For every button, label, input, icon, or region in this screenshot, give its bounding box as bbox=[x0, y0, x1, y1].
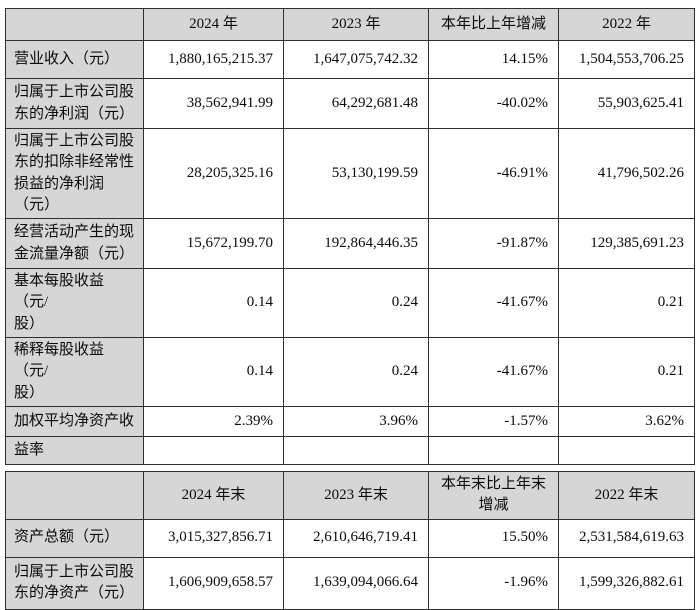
value-yoy bbox=[428, 435, 559, 465]
metric-label: 益率 bbox=[5, 435, 144, 465]
value-yoy: -1.57% bbox=[428, 405, 559, 437]
metric-label: 资产总额（元） bbox=[5, 518, 144, 558]
value-2024 bbox=[143, 435, 284, 465]
value-2024: 0.14 bbox=[143, 268, 284, 339]
header-cell-2022: 2022 年 bbox=[558, 8, 695, 41]
value-2023: 64,292,681.48 bbox=[283, 78, 429, 129]
value-2022-end: 1,599,326,882.61 bbox=[558, 556, 695, 610]
value-2023: 53,130,199.59 bbox=[283, 127, 429, 220]
header-cell-yoy-change: 本年比上年增减 bbox=[428, 8, 559, 41]
metric-label: 归属于上市公司股 东的净利润（元） bbox=[5, 78, 144, 129]
value-2022: 41,796,502.26 bbox=[558, 127, 695, 220]
value-2023: 192,864,446.35 bbox=[283, 218, 429, 270]
value-2022: 3.62% bbox=[558, 405, 695, 437]
value-2023: 0.24 bbox=[283, 268, 429, 339]
table-row-diluted-eps: 稀释每股收益（元/ 股） 0.14 0.24 -41.67% 0.21 bbox=[5, 337, 695, 407]
value-2022-end: 2,531,584,619.63 bbox=[558, 518, 695, 558]
header-cell-2024-end: 2024 年末 bbox=[143, 470, 284, 520]
table-row-net-assets: 归属于上市公司股 东的净资产（元） 1,606,909,658.57 1,639… bbox=[5, 556, 695, 610]
table-row-weighted-avg-roe: 加权平均净资产收 2.39% 3.96% -1.57% 3.62% bbox=[5, 405, 695, 437]
value-2024-end: 3,015,327,856.71 bbox=[143, 518, 284, 558]
table-row-basic-eps: 基本每股收益（元/ 股） 0.14 0.24 -41.67% 0.21 bbox=[5, 268, 695, 339]
header-cell-blank bbox=[5, 8, 144, 41]
value-2022: 1,504,553,706.25 bbox=[558, 40, 695, 79]
header-cell-2023: 2023 年 bbox=[283, 8, 429, 41]
financial-summary-annual-table: 2024 年 2023 年 本年比上年增减 2022 年 营业收入（元） 1,8… bbox=[5, 8, 695, 465]
financial-summary-yearend-table: 2024 年末 2023 年末 本年末比上年末 增减 2022 年末 资产总额（… bbox=[5, 470, 695, 610]
value-2023 bbox=[283, 435, 429, 465]
metric-label: 归属于上市公司股 东的扣除非经常性 损益的净利润（元） bbox=[5, 127, 144, 220]
header-cell-yearend-change: 本年末比上年末 增减 bbox=[428, 470, 559, 520]
value-2022: 55,903,625.41 bbox=[558, 78, 695, 129]
value-2024: 1,880,165,215.37 bbox=[143, 40, 284, 79]
value-2024: 2.39% bbox=[143, 405, 284, 437]
table-row-net-profit-excl-nonrecurring: 归属于上市公司股 东的扣除非经常性 损益的净利润（元） 28,205,325.1… bbox=[5, 127, 695, 220]
value-yoy: -91.87% bbox=[428, 218, 559, 270]
value-2024: 38,562,941.99 bbox=[143, 78, 284, 129]
value-2024: 28,205,325.16 bbox=[143, 127, 284, 220]
value-2022: 129,385,691.23 bbox=[558, 218, 695, 270]
value-yoy: -46.91% bbox=[428, 127, 559, 220]
table-row-weighted-avg-roe-continued: 益率 bbox=[5, 435, 695, 465]
table-row-total-assets: 资产总额（元） 3,015,327,856.71 2,610,646,719.4… bbox=[5, 518, 695, 558]
value-yoy: -41.67% bbox=[428, 337, 559, 407]
header-cell-2024: 2024 年 bbox=[143, 8, 284, 41]
table-row-operating-cash-flow: 经营活动产生的现 金流量净额（元） 15,672,199.70 192,864,… bbox=[5, 218, 695, 270]
value-2022 bbox=[558, 435, 695, 465]
value-2023: 1,647,075,742.32 bbox=[283, 40, 429, 79]
value-yoy: 14.15% bbox=[428, 40, 559, 79]
value-yoy: -40.02% bbox=[428, 78, 559, 129]
table-row-net-profit: 归属于上市公司股 东的净利润（元） 38,562,941.99 64,292,6… bbox=[5, 78, 695, 129]
metric-label: 经营活动产生的现 金流量净额（元） bbox=[5, 218, 144, 270]
header-cell-2023-end: 2023 年末 bbox=[283, 470, 429, 520]
value-yearend-change: 15.50% bbox=[428, 518, 559, 558]
metric-label: 基本每股收益（元/ 股） bbox=[5, 268, 144, 339]
value-2023-end: 1,639,094,066.64 bbox=[283, 556, 429, 610]
value-2022: 0.21 bbox=[558, 268, 695, 339]
metric-label: 加权平均净资产收 bbox=[5, 405, 144, 437]
value-2024-end: 1,606,909,658.57 bbox=[143, 556, 284, 610]
value-yoy: -41.67% bbox=[428, 268, 559, 339]
value-yearend-change: -1.96% bbox=[428, 556, 559, 610]
header-cell-blank bbox=[5, 470, 144, 520]
value-2023: 3.96% bbox=[283, 405, 429, 437]
annual-header-row: 2024 年 2023 年 本年比上年增减 2022 年 bbox=[5, 8, 695, 41]
value-2022: 0.21 bbox=[558, 337, 695, 407]
metric-label: 营业收入（元） bbox=[5, 40, 144, 79]
yearend-header-row: 2024 年末 2023 年末 本年末比上年末 增减 2022 年末 bbox=[5, 470, 695, 520]
value-2023-end: 2,610,646,719.41 bbox=[283, 518, 429, 558]
metric-label: 归属于上市公司股 东的净资产（元） bbox=[5, 556, 144, 610]
header-cell-2022-end: 2022 年末 bbox=[558, 470, 695, 520]
table-row-revenue: 营业收入（元） 1,880,165,215.37 1,647,075,742.3… bbox=[5, 40, 695, 79]
value-2024: 0.14 bbox=[143, 337, 284, 407]
value-2024: 15,672,199.70 bbox=[143, 218, 284, 270]
metric-label: 稀释每股收益（元/ 股） bbox=[5, 337, 144, 407]
value-2023: 0.24 bbox=[283, 337, 429, 407]
